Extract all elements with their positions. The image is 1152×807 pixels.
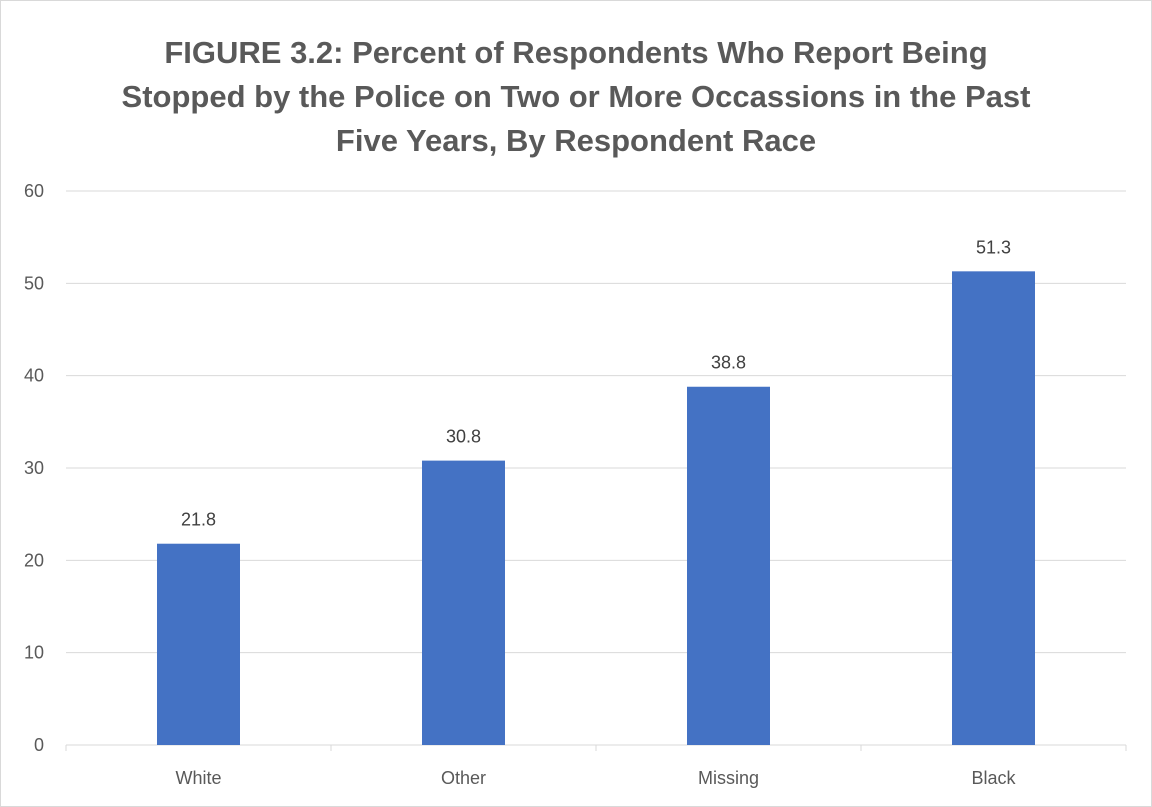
y-tick-label: 50 bbox=[24, 273, 44, 293]
y-tick-label: 40 bbox=[24, 366, 44, 386]
x-tick-label: White bbox=[175, 768, 221, 788]
data-label: 21.8 bbox=[181, 510, 216, 530]
y-tick-label: 0 bbox=[34, 735, 44, 755]
gridlines bbox=[66, 190, 1126, 654]
data-label: 30.8 bbox=[446, 427, 481, 447]
x-axis bbox=[65, 744, 1127, 751]
data-label: 51.3 bbox=[976, 237, 1011, 257]
bar-other bbox=[422, 460, 505, 745]
bars bbox=[157, 271, 1035, 745]
labels: 0 10 20 30 40 50 60 21.8 White 30.8 Other 38.8 Missi… bbox=[24, 181, 1017, 788]
x-tick-label: Black bbox=[971, 768, 1016, 788]
y-tick-label: 60 bbox=[24, 181, 44, 201]
bar-white bbox=[157, 543, 240, 745]
y-tick-label: 10 bbox=[24, 643, 44, 663]
data-label: 38.8 bbox=[711, 353, 746, 373]
chart-title: FIGURE 3.2: Percent of Respondents Who R… bbox=[121, 35, 1031, 158]
bar-missing bbox=[687, 386, 770, 745]
x-tick-label: Missing bbox=[698, 768, 759, 788]
y-tick-label: 30 bbox=[24, 458, 44, 478]
y-tick-label: 20 bbox=[24, 550, 44, 570]
x-tick-label: Other bbox=[441, 768, 486, 788]
bar-black bbox=[952, 271, 1035, 745]
